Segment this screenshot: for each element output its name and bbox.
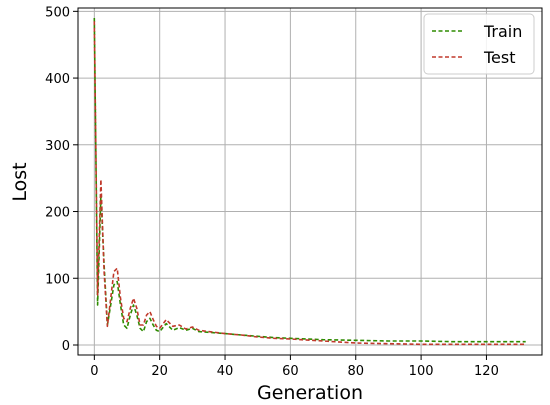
y-tick-label: 500 (45, 5, 70, 20)
y-axis-title: Lost (9, 162, 31, 201)
x-axis-title: Generation (257, 382, 363, 404)
series-layer (93, 17, 526, 346)
x-axis-ticks: 0 20 40 60 80 100 120 (90, 355, 499, 379)
y-tick-label: 300 (45, 139, 70, 154)
x-tick-label: 20 (151, 364, 168, 379)
legend-label-train: Train (483, 22, 522, 41)
y-axis-ticks: 0 100 200 300 400 500 (45, 5, 78, 354)
legend: Train Test (423, 13, 535, 75)
grid (78, 8, 542, 355)
x-tick-label: 40 (217, 364, 234, 379)
x-tick-label: 120 (474, 364, 499, 379)
x-tick-label: 80 (347, 364, 364, 379)
x-tick-label: 100 (409, 364, 434, 379)
series-line-train (93, 17, 526, 343)
y-tick-label: 400 (45, 72, 70, 87)
series-line-test (93, 21, 526, 346)
legend-box (423, 13, 535, 75)
plot-frame (77, 7, 543, 356)
x-tick-label: 0 (90, 364, 98, 379)
y-tick-label: 200 (45, 206, 70, 221)
legend-label-test: Test (483, 48, 516, 67)
x-tick-label: 60 (282, 364, 299, 379)
y-tick-label: 100 (45, 272, 70, 287)
y-tick-label: 0 (62, 339, 70, 354)
